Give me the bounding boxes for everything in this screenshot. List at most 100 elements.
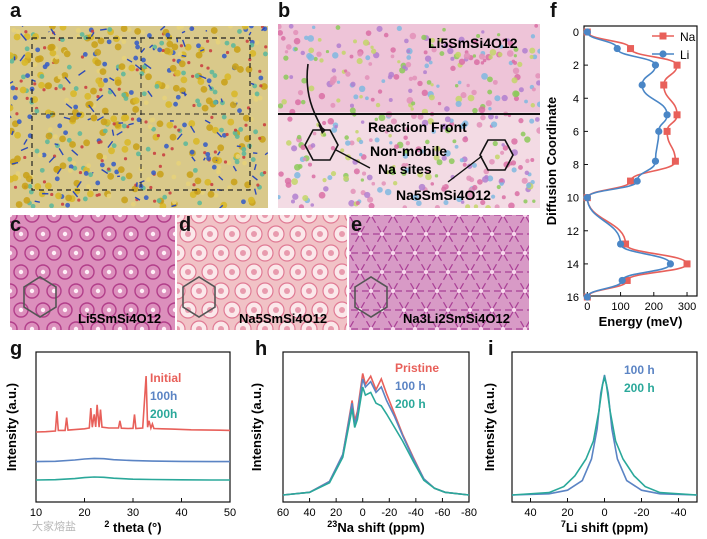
hexagon-site-right — [479, 139, 514, 171]
x-tick-label: 40 — [175, 507, 187, 519]
top-material-label: Li5SmSi4O12 — [428, 35, 518, 51]
hexagon-marker — [354, 276, 388, 318]
data-point-na — [673, 111, 681, 119]
x-tick-label: -20 — [381, 507, 397, 519]
series-line — [511, 374, 698, 496]
x-axis-label: 7Li shift (ppm) — [561, 519, 648, 535]
panel-label-f: f — [550, 0, 557, 22]
y-tick-label: 12 — [567, 226, 579, 238]
x-tick-label: 40 — [524, 507, 536, 519]
y-axis-label: Intensity (a.u.) — [482, 383, 497, 471]
x-tick-label: -60 — [434, 507, 450, 519]
panel-h: h 60 40 20 0 -20 -40 -60 -80 23Na shift (ppm) Int… — [245, 338, 477, 539]
x-tick-label: 0 — [360, 507, 366, 519]
x-tick-label: 20 — [330, 507, 342, 519]
y-tick-label: 10 — [567, 193, 579, 205]
data-point-li — [655, 127, 663, 135]
x-axis-label: 2 theta (°) — [104, 519, 161, 535]
bottom-material-label: Na5SmSi4O12 — [396, 187, 491, 203]
y-tick-label: 14 — [567, 259, 579, 271]
data-point-li — [638, 81, 646, 89]
x-tick-label: 100 — [611, 301, 629, 313]
panel-label-d: d — [179, 214, 192, 236]
data-point-na — [663, 127, 671, 135]
na-sites-label: Na sites — [378, 161, 432, 177]
legend-marker — [659, 32, 667, 40]
panel-label-i: i — [488, 338, 494, 360]
x-tick-label: 50 — [224, 507, 236, 519]
data-point-li — [651, 157, 660, 165]
data-point-na — [673, 61, 681, 69]
li-nmr-chart: 40 20 0 -20 -40 7Li shift (ppm) Intensity (a.u… — [482, 351, 698, 535]
x-tick-label: 10 — [30, 507, 42, 519]
series-line-li — [586, 31, 672, 298]
hexagon-marker — [182, 276, 216, 318]
panel-label-b: b — [278, 0, 291, 22]
y-axis-label: Diffusion Coordinate — [544, 97, 559, 226]
panel-g: g 10 20 30 40 50 2 theta (°) Intensity (a.u.) I… — [0, 338, 240, 539]
non-mobile-label: Non-mobile — [370, 143, 447, 159]
panel-label-a: a — [10, 0, 22, 22]
data-point-na — [683, 260, 691, 268]
data-point-li — [663, 111, 671, 119]
reaction-front-label: Reaction Front — [368, 119, 467, 135]
legend-label-li: Li — [680, 48, 689, 62]
legend-label: 200 h — [395, 397, 426, 411]
xrd-chart: 10 20 30 40 50 2 theta (°) Intensity (a.u.) Ini… — [4, 351, 236, 535]
x-tick-label: 300 — [678, 301, 696, 313]
x-tick-label: -40 — [408, 507, 424, 519]
x-tick-label: 20 — [78, 507, 90, 519]
y-tick-label: 8 — [573, 160, 579, 172]
series-line — [35, 375, 231, 433]
data-point-li — [666, 260, 675, 268]
series-line — [282, 378, 470, 496]
panel-e: Na3Li2SmSi4O12 e — [349, 214, 529, 330]
lattice-image-e: Na3Li2SmSi4O12 — [349, 215, 529, 330]
panel-i: i 40 20 0 -20 -40 7Li shift (ppm) Intensity (a… — [478, 338, 707, 539]
data-point-na — [660, 81, 668, 89]
x-tick-label: 200 — [645, 301, 663, 313]
y-tick-label: 4 — [573, 93, 579, 105]
y-tick-label: 0 — [573, 27, 579, 39]
reaction-front-image: Li5SmSi4O12 Reaction Front Non-mobile Na… — [278, 24, 540, 208]
x-axis-label: Energy (meV) — [599, 314, 683, 329]
x-tick-label: 40 — [303, 507, 315, 519]
data-point-li — [618, 276, 626, 285]
legend-label: Initial — [150, 371, 181, 385]
panel-label-g: g — [10, 338, 23, 360]
data-point-li — [613, 44, 621, 53]
legend-label: 200h — [150, 407, 177, 421]
data-point-li — [583, 28, 591, 36]
legend-label: 100 h — [624, 363, 655, 377]
x-tick-label: 0 — [584, 301, 590, 313]
legend-marker — [659, 50, 667, 58]
data-point-li — [651, 61, 660, 69]
material-label-d: Na5SmSi4O12 — [239, 311, 327, 326]
panel-label-c: c — [10, 214, 22, 236]
panel-label-e: e — [351, 214, 363, 236]
lattice-image-c: Li5SmSi4O12 — [10, 215, 175, 330]
legend-label-na: Na — [680, 30, 696, 44]
legend-label: 200 h — [624, 381, 655, 395]
y-tick-label: 6 — [573, 126, 579, 138]
series-line — [511, 374, 698, 496]
data-point-na — [627, 45, 635, 53]
y-tick-label: 16 — [567, 292, 579, 304]
panel-a: a — [0, 0, 272, 210]
watermark: 大家熔盐 — [32, 520, 76, 533]
x-tick-label: -80 — [461, 507, 477, 519]
chart-f-frame — [583, 25, 698, 297]
series-line — [282, 386, 470, 496]
na-nmr-chart: 60 40 20 0 -20 -40 -60 -80 23Na shift (ppm) Inten… — [249, 351, 477, 535]
data-point-na — [623, 276, 631, 284]
crystal-structure-image — [10, 26, 268, 208]
diffusion-energy-chart: 0 100 200 300 0 2 4 6 8 10 12 14 16 Energy (meV) Diffu… — [544, 25, 698, 329]
panel-c: Li5SmSi4O12 c — [10, 214, 175, 330]
x-tick-label: -40 — [671, 507, 687, 519]
legend-label: 100h — [150, 389, 177, 403]
y-tick-label: 2 — [573, 60, 579, 72]
lattice-image-d: Na5SmSi4O12 — [177, 215, 347, 330]
x-tick-label: 30 — [127, 507, 139, 519]
x-tick-label: -20 — [634, 507, 650, 519]
x-tick-label: 20 — [561, 507, 573, 519]
